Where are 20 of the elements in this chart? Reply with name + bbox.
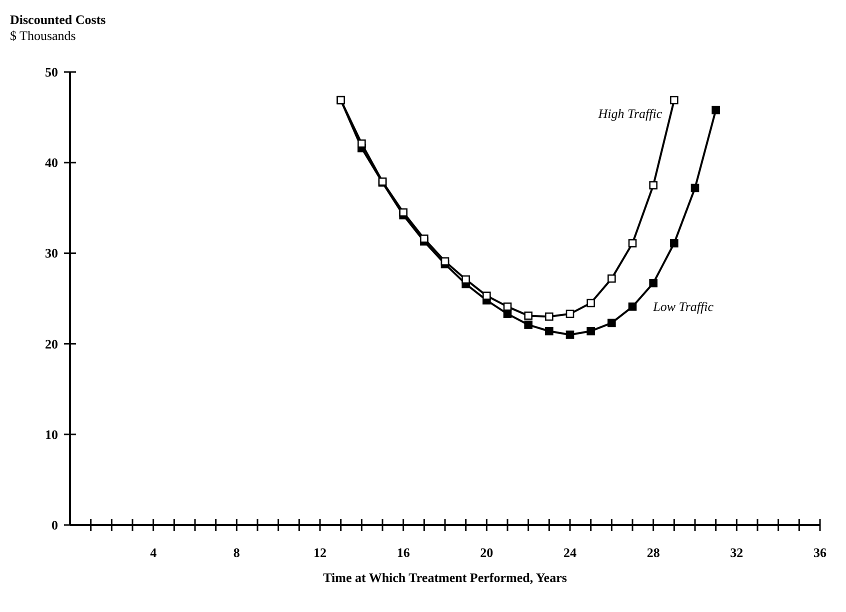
series-label: Low Traffic [652,299,714,314]
x-tick-label: 4 [150,545,158,560]
x-tick-label: 16 [396,545,410,560]
y-tick-label: 50 [45,64,58,80]
chart-title: Discounted Costs [10,12,106,27]
x-axis-title: Time at Which Treatment Performed, Years [323,570,567,585]
series-label: High Traffic [597,106,662,122]
x-tick-label: 36 [814,545,827,560]
x-tick-label: 12 [314,545,326,560]
x-tick-label: 20 [480,545,494,560]
y-tick-label: 30 [45,246,58,261]
y-tick-label: 40 [45,155,58,170]
y-tick-label: 10 [45,426,58,442]
x-tick-label: 32 [730,545,744,560]
x-tick-label: 8 [233,545,240,560]
y-tick-label: 20 [45,336,58,352]
x-tick-label: 28 [646,545,660,560]
y-axis-title: $ Thousands [10,28,76,43]
x-tick-label: 24 [564,545,577,560]
y-tick-label: 0 [52,518,58,532]
